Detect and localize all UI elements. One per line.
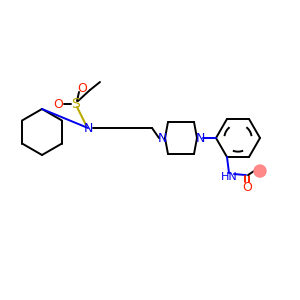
Text: O: O (53, 98, 63, 110)
Circle shape (254, 165, 266, 177)
Text: N: N (83, 122, 93, 134)
Text: S: S (70, 97, 80, 111)
Text: O: O (77, 82, 87, 95)
Text: N: N (157, 131, 167, 145)
Text: HN: HN (220, 172, 237, 182)
Text: N: N (195, 131, 205, 145)
Text: O: O (242, 181, 252, 194)
